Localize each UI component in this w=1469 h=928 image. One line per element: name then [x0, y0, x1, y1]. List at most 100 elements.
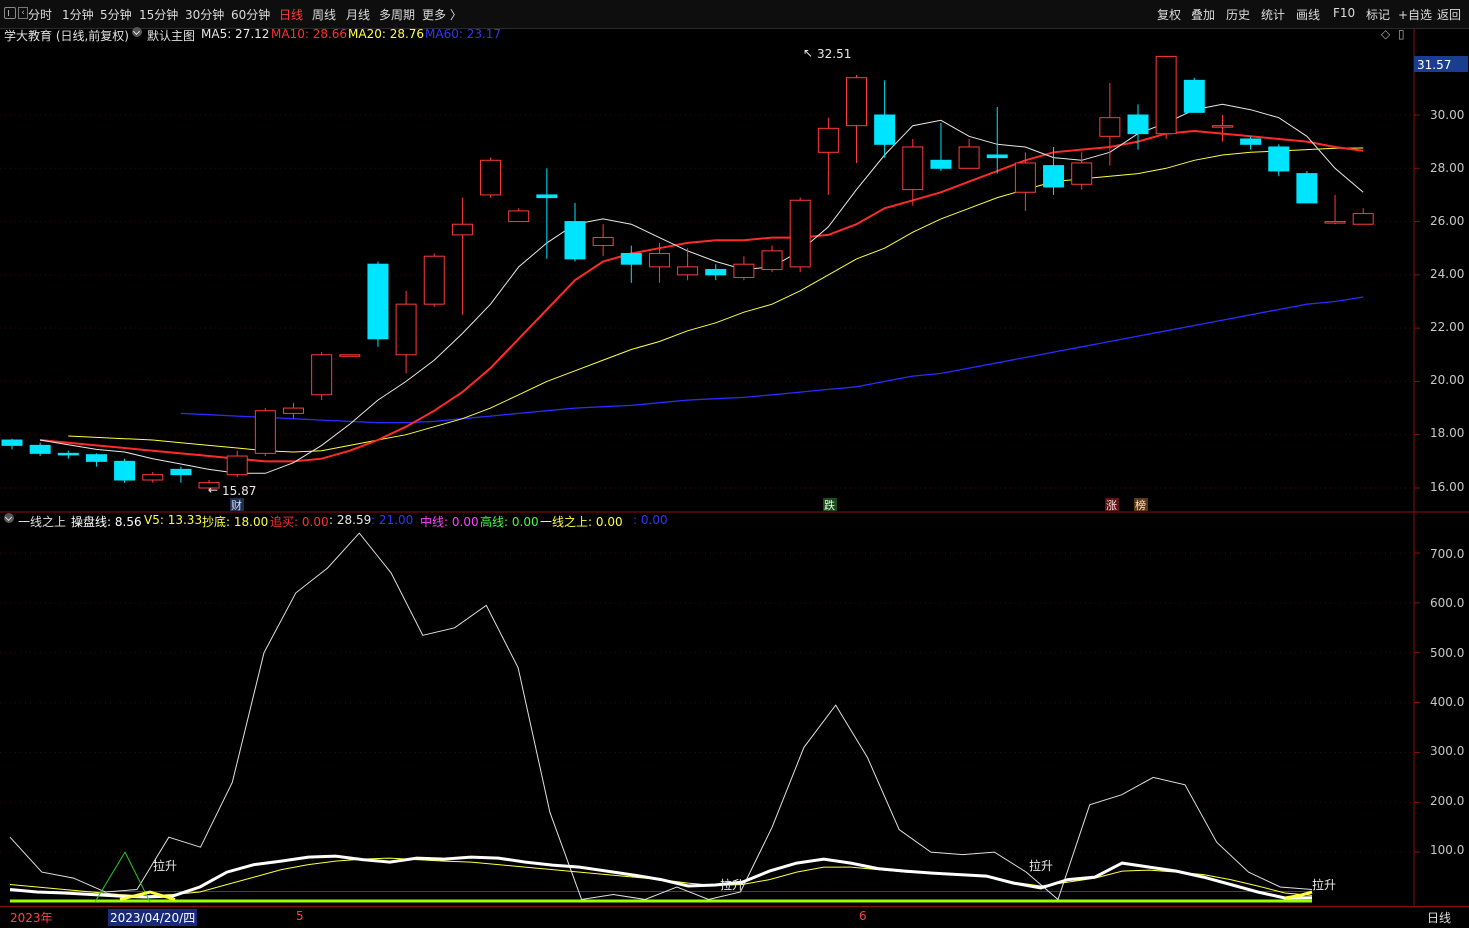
tab-60min[interactable]: 60分钟 — [231, 8, 271, 22]
sub-yellow-bump — [1284, 890, 1313, 900]
sub-item-label: 高线: — [480, 515, 509, 529]
sub-item-zhongxian: 中线: 0.00 — [420, 513, 479, 530]
marker-die-bg — [823, 498, 837, 511]
sub-item-value: 0.00 — [595, 515, 623, 529]
main-indicator-name[interactable]: 默认主图 — [147, 29, 196, 43]
low-arrow: ← — [208, 483, 218, 497]
tab-15min[interactable]: 15分钟 — [139, 8, 179, 22]
marker-zhang[interactable]: 涨 — [1106, 499, 1117, 512]
candle-body — [564, 221, 586, 260]
panel-toggle-icon[interactable]: ▯ — [1398, 27, 1405, 41]
sub-item-value: 21.00 — [378, 513, 414, 527]
ma60-value: MA60: 23.17 — [425, 27, 502, 41]
candle-body — [508, 210, 530, 223]
candle-body — [846, 77, 867, 127]
candle-body — [761, 250, 783, 271]
f10-button[interactable]: F10 — [1333, 6, 1356, 20]
marker-cai[interactable]: 财 — [231, 498, 242, 512]
indicator-dropdown-icon[interactable] — [132, 27, 142, 37]
sub-axis: 700.0 600.0 500.0 400.0 300.0 200.0 100.… — [1430, 547, 1464, 857]
candle-body — [817, 127, 839, 153]
price-tick: 24.00 — [1430, 267, 1464, 281]
fuquan-button[interactable]: 复权 — [1157, 8, 1182, 22]
tab-5min[interactable]: 5分钟 — [100, 8, 132, 22]
candles[interactable] — [1, 55, 1374, 492]
main-chart-header: 学大教育 (日线,前复权) 默认主图 MA5: 27.12 MA10: 28.6… — [0, 27, 1414, 43]
price-tick: 16.00 — [1430, 480, 1464, 494]
ma5-line — [40, 103, 1364, 474]
sub-indicator-lines — [9, 532, 1313, 903]
sub-tick: 500.0 — [1430, 646, 1464, 660]
ma60-line — [180, 296, 1364, 424]
tab-monthly[interactable]: 月线 — [346, 8, 371, 22]
candle-body — [1324, 221, 1346, 224]
lasheng-label: 拉升 — [720, 877, 744, 892]
lasheng-label: 拉升 — [1312, 877, 1336, 892]
window-restore-icon[interactable]: ‹ — [18, 7, 28, 19]
candle-body — [367, 263, 389, 340]
tab-daily[interactable]: 日线 — [279, 8, 304, 22]
sub-tick: 600.0 — [1430, 596, 1464, 610]
stock-title[interactable]: 学大教育 (日线,前复权) — [4, 29, 129, 43]
draw-line-button[interactable]: 画线 — [1296, 8, 1321, 22]
history-button[interactable]: 历史 — [1226, 8, 1251, 22]
candle-body — [1071, 162, 1093, 185]
candle-body — [339, 354, 361, 357]
ma10-value: MA10: 28.66 — [271, 27, 348, 41]
price-tick: 20.00 — [1430, 373, 1464, 387]
candle-body — [1, 439, 23, 446]
tab-weekly[interactable]: 周线 — [312, 8, 337, 22]
candle-body — [1240, 138, 1262, 145]
sub-item-blue2: : 0.00 — [633, 513, 668, 527]
back-button[interactable]: 返回 — [1437, 8, 1462, 22]
chart-frame — [0, 28, 1469, 906]
menu-icon[interactable] — [4, 7, 16, 19]
stats-button[interactable]: 统计 — [1261, 8, 1286, 22]
tab-fenshi[interactable]: 分时 — [28, 8, 53, 22]
candle-body — [57, 452, 79, 456]
tab-1min[interactable]: 1分钟 — [62, 8, 94, 22]
sub-tick: 300.0 — [1430, 744, 1464, 758]
diamond-icon[interactable]: ◇ — [1381, 27, 1391, 41]
candle-body — [423, 255, 445, 305]
price-tick: 26.00 — [1430, 214, 1464, 228]
ma20-value: MA20: 28.76 — [348, 27, 425, 41]
period-label[interactable]: 日线 — [1427, 911, 1452, 925]
candle-body — [226, 455, 248, 476]
candle-body — [1099, 117, 1121, 137]
mark-button[interactable]: 标记 — [1366, 8, 1391, 22]
sub-item-label: 中线: — [420, 515, 449, 529]
sub-item-label: : — [329, 513, 334, 527]
sub-indicator-dropdown-icon[interactable] — [4, 513, 14, 523]
sub-indicator-name[interactable]: 一线之上 — [18, 515, 67, 529]
candle-body — [1014, 162, 1036, 193]
annotations: ↖ 32.51 ← 15.87 财 跌 涨 榜 拉升 拉升 拉升 拉升 — [153, 46, 1336, 892]
sub-item-caopan: 操盘线: 8.56 — [71, 513, 142, 530]
candle-body — [254, 410, 276, 454]
candle-body — [1043, 165, 1065, 188]
marker-bang[interactable]: 榜 — [1135, 498, 1146, 512]
candle-body — [536, 194, 558, 199]
candle-body — [283, 407, 304, 414]
high-price-label: 32.51 — [817, 47, 851, 61]
sub-green-spike — [94, 851, 151, 903]
month-6-label: 6 — [859, 909, 867, 923]
candle-body — [1296, 173, 1318, 204]
toolbar: ‹ 分时 1分钟 5分钟 15分钟 30分钟 60分钟 日线 周线 月线 多周期… — [0, 0, 1469, 29]
tab-30min[interactable]: 30分钟 — [185, 8, 225, 22]
sub-item-value: 13.33 — [167, 513, 203, 527]
marker-die[interactable]: 跌 — [824, 498, 835, 512]
sub-grid — [0, 552, 1420, 853]
cursor-date-label: 2023/04/20/四 — [108, 909, 198, 926]
overlay-button[interactable]: 叠加 — [1191, 8, 1216, 22]
tab-more[interactable]: 更多 〉 — [422, 8, 462, 22]
candle-body — [874, 114, 896, 145]
marker-cai-bg — [230, 498, 244, 511]
add-watchlist-button[interactable]: +自选 — [1398, 8, 1433, 22]
price-tick: 30.00 — [1430, 108, 1464, 122]
tab-multi-period[interactable]: 多周期 — [379, 8, 416, 22]
candle-body — [1352, 213, 1374, 225]
marker-bang-bg — [1134, 498, 1148, 511]
current-price-box — [1414, 56, 1468, 72]
